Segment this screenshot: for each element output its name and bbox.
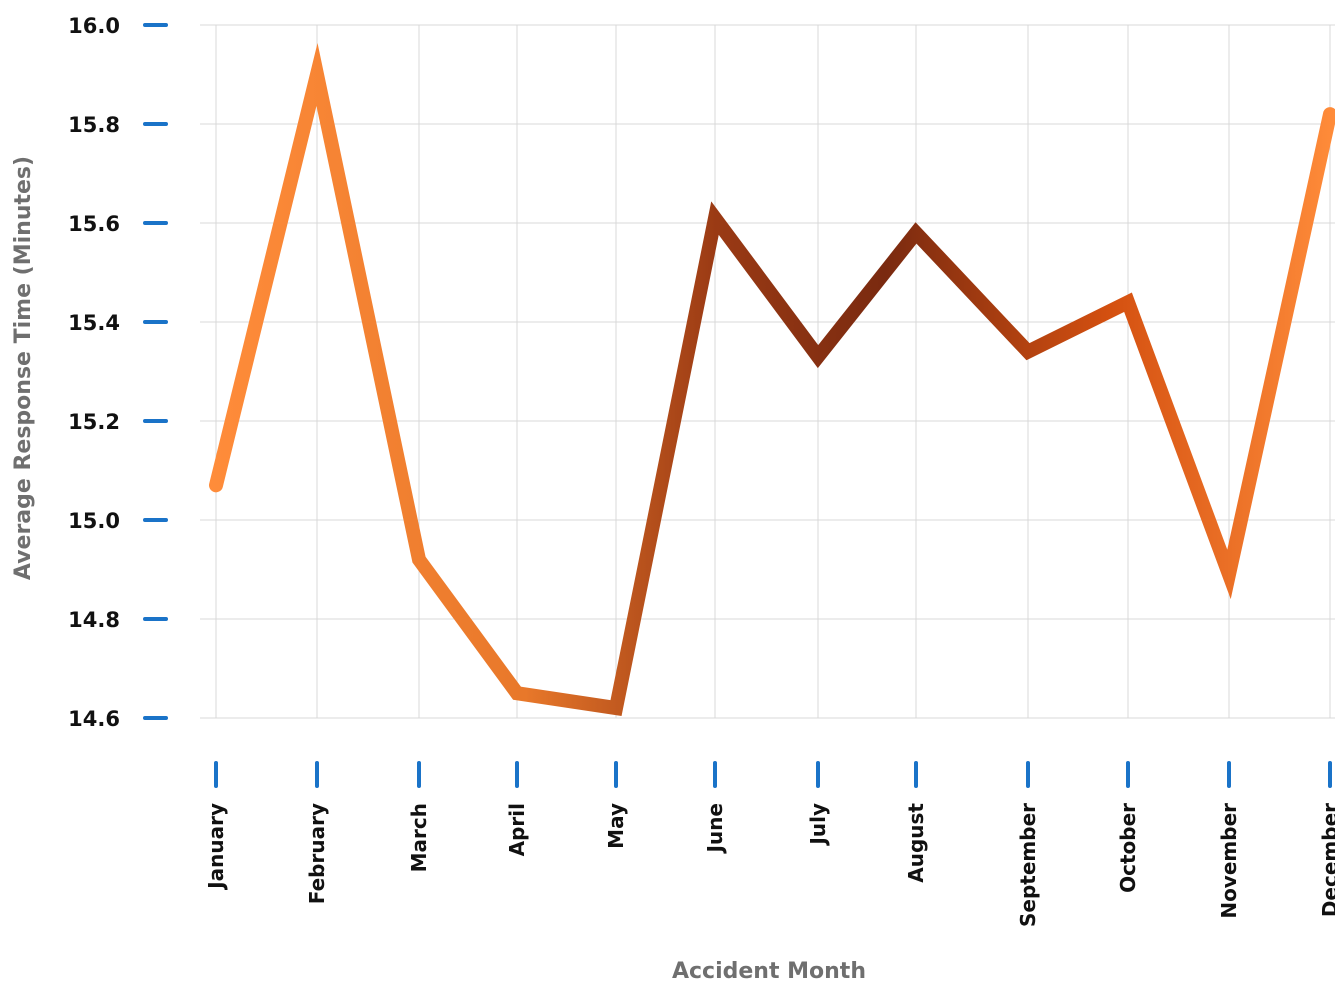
y-axis: 14.6 14.8 15.0 15.2 15.4 15.6 15.8 16.0 xyxy=(68,14,168,731)
x-tick-label: March xyxy=(407,803,431,872)
x-tick-label: November xyxy=(1217,803,1241,919)
series-group xyxy=(209,43,1335,717)
grid-lines xyxy=(200,24,1335,719)
x-tick-label: December xyxy=(1318,803,1335,917)
x-tick-label: June xyxy=(703,803,727,854)
y-tick-label: 15.8 xyxy=(68,113,120,137)
x-tick-label: August xyxy=(904,803,928,883)
x-tick-label: October xyxy=(1116,803,1140,893)
x-tick-label: February xyxy=(305,803,329,904)
y-tick-label: 15.6 xyxy=(68,212,120,236)
y-tick-label: 15.0 xyxy=(68,509,120,533)
y-tick-label: 16.0 xyxy=(68,14,120,38)
x-tick-label: January xyxy=(204,803,228,891)
x-tick-label: July xyxy=(806,803,830,847)
y-tick-label: 15.2 xyxy=(68,410,120,434)
x-tick-label: April xyxy=(505,803,529,856)
x-tick-label: May xyxy=(604,803,628,849)
x-axis-title: Accident Month xyxy=(672,959,866,983)
y-tick-label: 14.6 xyxy=(68,707,120,731)
y-axis-title: Average Response Time (Minutes) xyxy=(11,156,36,580)
x-axis: January February March April May June July Augu… xyxy=(204,761,1335,927)
y-tick-label: 14.8 xyxy=(68,608,120,632)
x-tick-label: September xyxy=(1016,803,1040,927)
series-line xyxy=(209,43,1335,717)
y-tick-label: 15.4 xyxy=(68,311,120,335)
